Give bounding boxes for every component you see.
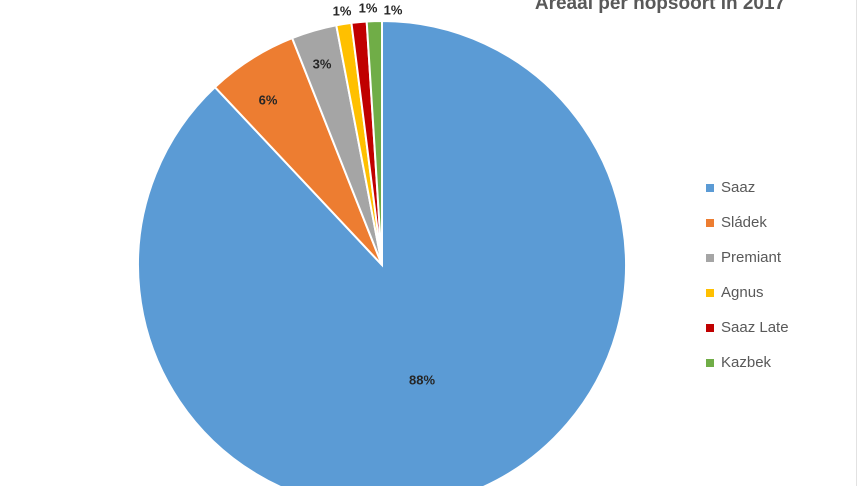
legend-marker-saaz [706, 183, 714, 192]
chart-right-border-line [856, 0, 857, 486]
legend-label-saaz-late: Saaz Late [721, 319, 789, 336]
legend: Saaz Sládek Premiant Agnus Saaz Late Kazbek [706, 180, 789, 370]
legend-item-agnus: Agnus [706, 285, 789, 300]
legend-item-saaz: Saaz [706, 180, 789, 195]
legend-label-premiant: Premiant [721, 249, 782, 266]
legend-item-premiant: Premiant [706, 250, 789, 265]
chart-title: Areaal per hopsoort in 2017 [534, 0, 786, 14]
pie-slice-kazbek [365, 19, 383, 266]
legend-item-kazbek: Kazbek [706, 355, 789, 370]
legend-item-saaz-late: Saaz Late [706, 320, 789, 335]
pie-slice-saaz [137, 19, 627, 486]
legend-marker-sladek [706, 218, 714, 227]
legend-label-saaz: Saaz [721, 179, 756, 196]
legend-marker-kazbek [706, 358, 714, 367]
legend-marker-premiant [706, 253, 714, 262]
legend-label-sladek: Sládek [721, 214, 767, 231]
legend-label-kazbek: Kazbek [721, 354, 772, 371]
legend-marker-saaz-late [706, 323, 714, 332]
legend-label-agnus: Agnus [721, 284, 764, 301]
legend-marker-agnus [706, 288, 714, 297]
legend-item-sladek: Sládek [706, 215, 789, 230]
